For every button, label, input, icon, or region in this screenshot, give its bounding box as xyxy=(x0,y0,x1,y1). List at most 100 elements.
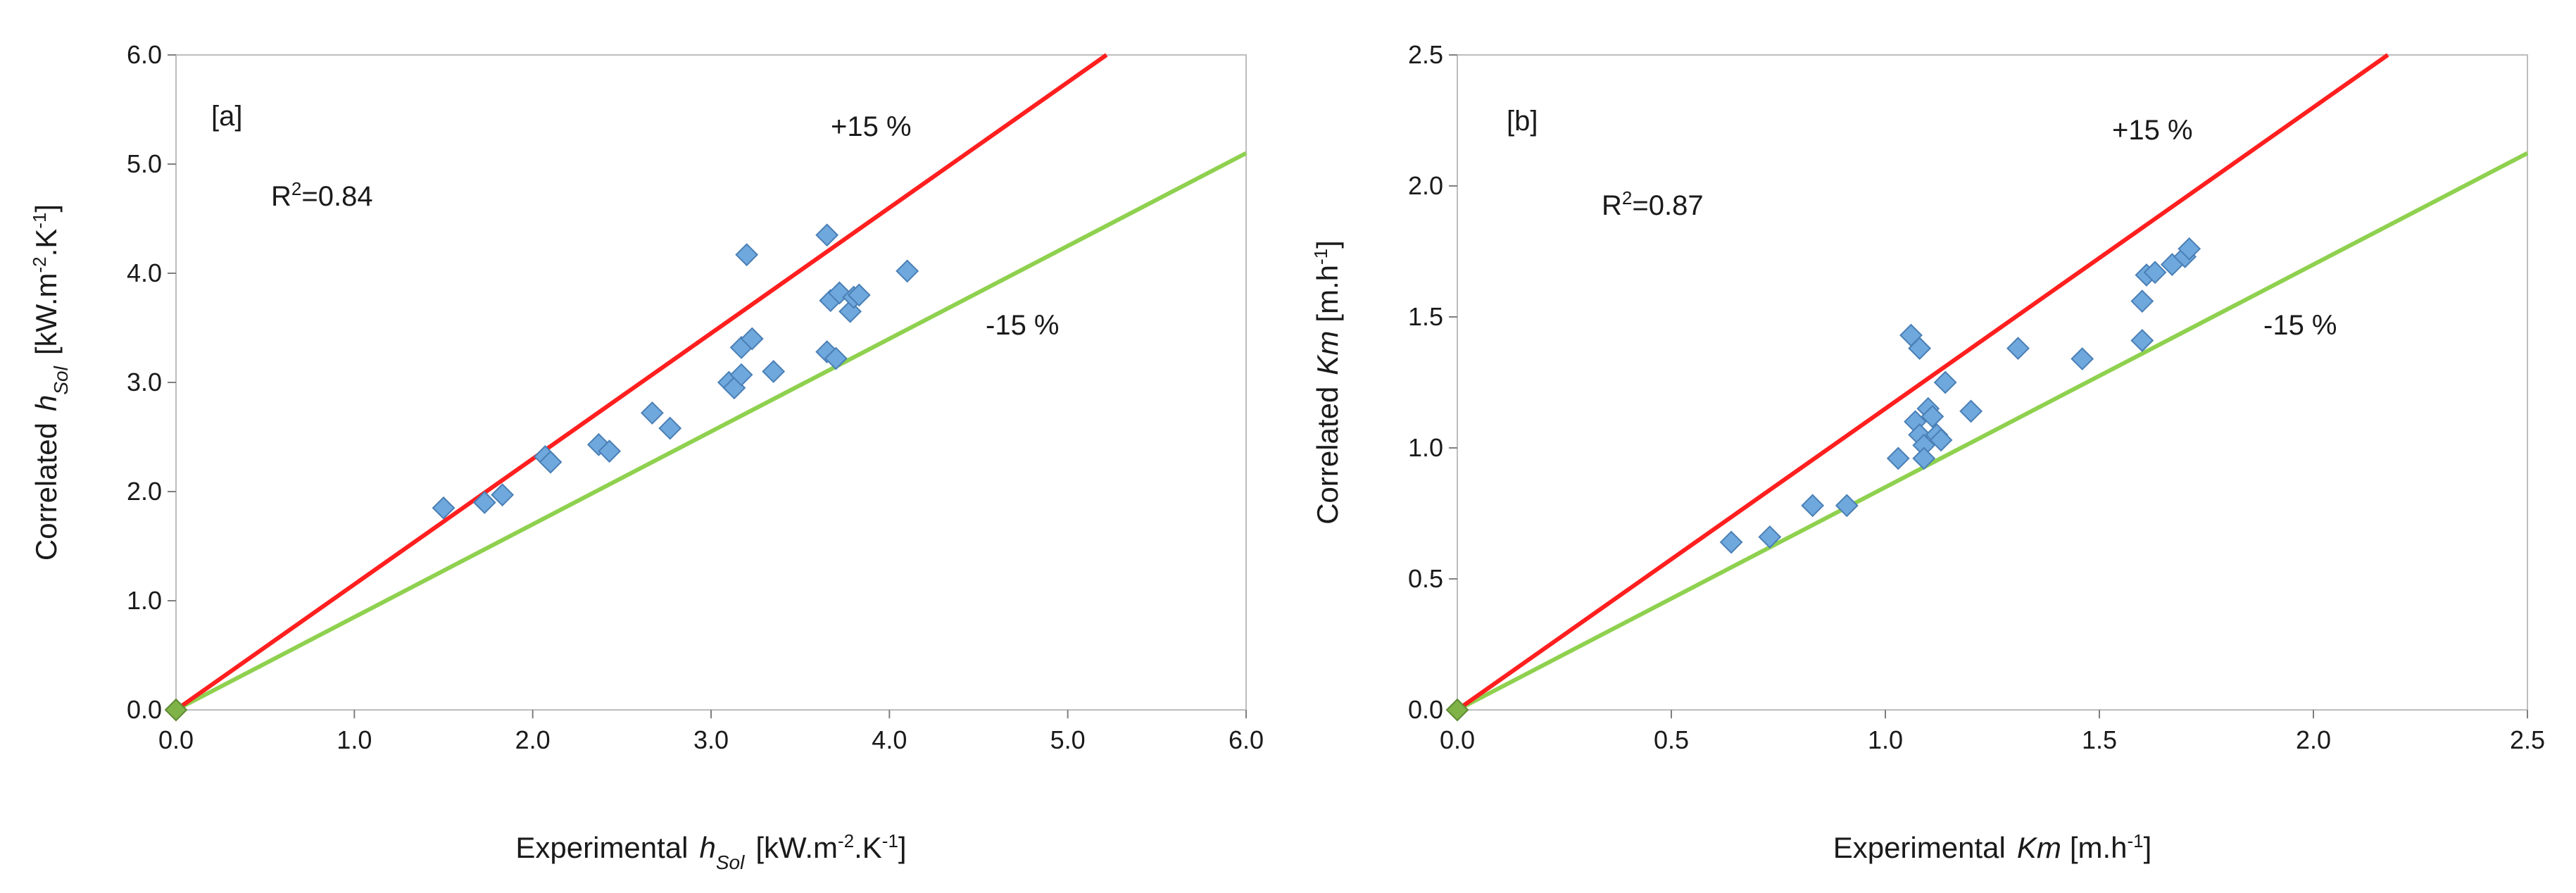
panel-b-y-tick-label: 0.5 xyxy=(1408,564,1443,593)
panel-b-ylabel-units-close: ] xyxy=(1311,240,1344,249)
panel-a-x-ticks: 0.0 1.0 2.0 3.0 4.0 5.0 6.0 xyxy=(158,710,1264,754)
panel-b-y-tick-label: 2.5 xyxy=(1408,40,1443,69)
panel-b-y-tick-label: 1.0 xyxy=(1408,433,1443,462)
panel-b-y-tick-label: 1.5 xyxy=(1408,302,1443,331)
panel-a-r2: R2=0.84 xyxy=(271,178,373,212)
panel-b-ylabel-units-exp: -1 xyxy=(1310,249,1331,265)
panel-a-ylabel-prefix: Correlated xyxy=(30,423,63,561)
panel-b-lower-15-line xyxy=(1456,151,2529,712)
panel-a-y-ticks: 0.0 1.0 2.0 3.0 4.0 5.0 6.0 xyxy=(127,40,176,724)
panel-a-data-point xyxy=(640,401,664,425)
panel-b-x-tick-label: 1.5 xyxy=(2082,725,2117,754)
panel-a-r2-label: R xyxy=(271,181,291,212)
panel-a-data-point xyxy=(491,483,515,507)
panel-a-data-point xyxy=(539,450,563,474)
panel-a-x-tick-label: 0.0 xyxy=(158,725,194,754)
panel-b-y-tick-label: 2.0 xyxy=(1408,171,1443,200)
panel-b-ylabel-prefix: Correlated xyxy=(1311,387,1344,525)
panel-b-data-point xyxy=(2143,261,2167,285)
panel-a-data-point xyxy=(762,360,786,383)
panel-a-data-point xyxy=(824,346,848,370)
panel-a-xlabel-units-exp2: -1 xyxy=(882,830,898,851)
panel-b-xlabel-units-close: ] xyxy=(2144,831,2152,864)
panel-b-x-tick-label: 2.0 xyxy=(2296,725,2331,754)
panel-b-label: [b] xyxy=(1507,106,1538,137)
panel-b-data-point xyxy=(1912,446,1936,470)
panel-a-data-point xyxy=(472,491,496,514)
panel-b-r2-value: =0.87 xyxy=(1632,190,1703,221)
panel-b-data-point xyxy=(1921,404,1944,428)
panel-b-origin-point xyxy=(1445,698,1469,722)
panel-b-data-point xyxy=(2130,329,2154,352)
panel-a-upper-line-label: +15 % xyxy=(831,111,912,142)
panel-a-lower-line-label: -15 % xyxy=(986,310,1060,341)
panel-b-data-point xyxy=(1801,494,1825,518)
panel-a-r2-value: =0.84 xyxy=(301,181,372,212)
panel-a-xlabel-var: h xyxy=(700,831,716,864)
panel-b-reference-lines xyxy=(1456,53,2529,712)
panel-a-data-point xyxy=(896,259,919,283)
panel-a-xlabel-prefix: Experimental xyxy=(515,831,688,864)
panel-a-x-axis-label: Experimental hSol [kW.m-2.K-1] xyxy=(515,830,906,873)
panel-a-x-tick-label: 3.0 xyxy=(693,725,729,754)
panel-b-data-point xyxy=(2006,337,2030,361)
panel-b-plot-area xyxy=(1457,54,2528,711)
panel-b-x-tick-label: 0.0 xyxy=(1440,725,1475,754)
panel-b-x-axis-label: Experimental Km [m.h-1] xyxy=(1833,830,2152,864)
panel-b-data-point xyxy=(1929,428,1953,452)
panel-a-x-tick-label: 5.0 xyxy=(1050,725,1086,754)
panel-b-xlabel-prefix: Experimental xyxy=(1833,831,2006,864)
panel-b-data-point xyxy=(1886,446,1910,470)
panel-a-ylabel-sub: Sol xyxy=(50,366,72,394)
panel-b-r2: R2=0.87 xyxy=(1602,187,1704,221)
panel-a-data-point xyxy=(432,496,455,520)
panel-a: 0.0 1.0 2.0 3.0 4.0 5.0 6.0 0.0 1.0 2.0 3.0 4.0 5.0… xyxy=(29,40,1264,873)
panel-a-data-points xyxy=(164,223,919,722)
panel-b-ylabel-units-open: [m.h xyxy=(1311,265,1344,323)
panel-a-x-tick-label: 2.0 xyxy=(515,725,551,754)
panel-b-upper-line-label: +15 % xyxy=(2112,115,2193,146)
panel-b-data-point xyxy=(1933,370,1957,394)
panel-a-y-tick-label: 6.0 xyxy=(127,40,162,69)
panel-b-data-point xyxy=(1959,399,1983,423)
panel-b-x-tick-label: 1.0 xyxy=(1868,725,1903,754)
panel-a-x-tick-label: 4.0 xyxy=(872,725,907,754)
panel-a-ylabel-units-mid: .K xyxy=(30,229,63,257)
panel-a-xlabel-sub: Sol xyxy=(716,851,745,873)
panel-a-data-point xyxy=(729,363,753,387)
panel-a-ylabel-units-exp2: -1 xyxy=(29,213,50,229)
panel-b-data-point xyxy=(1908,337,1932,361)
panel-b-xlabel-var: Km xyxy=(2017,831,2061,864)
panel-b-data-point xyxy=(2178,237,2201,261)
panel-a-origin-point xyxy=(164,698,188,722)
panel-a-data-point xyxy=(658,416,682,440)
panel-b-y-ticks: 0.0 0.5 1.0 1.5 2.0 2.5 xyxy=(1408,40,1457,724)
panel-a-ylabel-units-open: [kW.m xyxy=(30,273,63,356)
panel-b-upper-15-line xyxy=(1456,53,2389,712)
panel-a-data-point xyxy=(598,439,622,463)
panel-b-data-point xyxy=(1719,530,1743,554)
panel-a-data-point xyxy=(815,223,839,247)
panel-a-ylabel-var: h xyxy=(30,395,63,411)
panel-b-r2-label: R xyxy=(1602,190,1622,221)
panel-a-reference-lines xyxy=(175,53,1248,712)
panel-b-x-ticks: 0.0 0.5 1.0 1.5 2.0 2.5 xyxy=(1440,710,2545,754)
panel-a-y-tick-label: 3.0 xyxy=(127,368,162,396)
panel-b-data-point xyxy=(2130,289,2154,313)
panel-a-lower-15-line xyxy=(175,151,1248,712)
panel-b-xlabel-units-open: [m.h xyxy=(2070,831,2128,864)
panel-a-ylabel-units-exp1: -2 xyxy=(29,256,50,273)
panel-b: 0.0 0.5 1.0 1.5 2.0 2.5 0.0 0.5 1.0 1.5 2.0 2.5 [b… xyxy=(1310,40,2545,864)
panel-b-data-point xyxy=(1758,525,1782,549)
panel-b-data-point xyxy=(2071,347,2094,370)
panel-b-x-tick-label: 2.5 xyxy=(2510,725,2545,754)
panel-b-r2-sup: 2 xyxy=(1622,187,1632,208)
panel-a-y-tick-label: 2.0 xyxy=(127,477,162,506)
panel-a-ylabel-units-close: ] xyxy=(30,204,63,213)
panel-b-data-points xyxy=(1445,237,2201,722)
panel-a-y-tick-label: 4.0 xyxy=(127,258,162,287)
panel-a-y-axis-label: Correlated hSol [kW.m-2.K-1] xyxy=(29,204,72,561)
panel-a-y-tick-label: 5.0 xyxy=(127,149,162,178)
panel-b-xlabel-units-exp: -1 xyxy=(2128,830,2144,851)
